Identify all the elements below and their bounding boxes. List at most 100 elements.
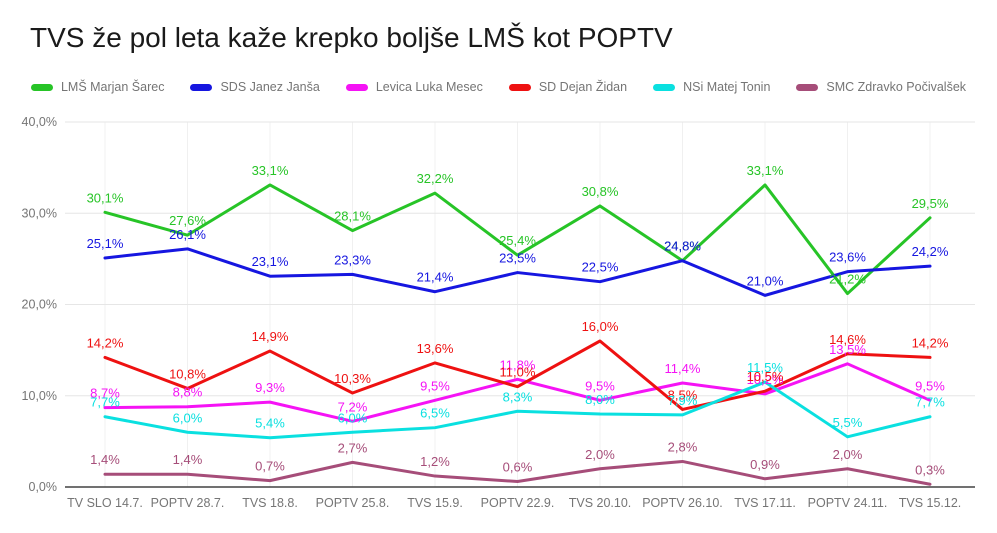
x-axis-tick-label: TVS 20.10. [569,496,632,510]
x-axis-tick-label: TVS 15.9. [407,496,463,510]
y-axis-tick-label: 30,0% [22,206,57,220]
y-axis-tick-label: 20,0% [22,298,57,312]
chart-title: TVS že pol leta kaže krepko boljše LMŠ k… [30,22,673,53]
value-label-sd-dejan-idan: 14,6% [829,332,866,347]
value-label-sds-janez-jan-a: 23,1% [252,254,289,269]
value-label-lm-marjan-arec: 28,1% [334,209,371,224]
legend-label: Levica Luka Mesec [375,80,483,94]
value-label-sds-janez-jan-a: 21,4% [417,270,454,285]
value-label-smc-zdravko-po-ival-ek: 2,0% [585,447,615,462]
value-label-sds-janez-jan-a: 22,5% [582,260,619,275]
value-label-sds-janez-jan-a: 24,2% [912,244,949,259]
x-axis-tick-label: POPTV 24.11. [808,496,888,510]
value-label-nsi-matej-tonin: 5,5% [833,415,863,430]
value-label-lm-marjan-arec: 29,5% [912,196,949,211]
legend-swatch-icon [30,83,53,91]
value-label-smc-zdravko-po-ival-ek: 1,4% [90,452,120,467]
value-label-sd-dejan-idan: 10,3% [334,371,371,386]
value-label-lm-marjan-arec: 33,1% [252,163,289,178]
value-label-nsi-matej-tonin: 5,4% [255,416,285,431]
value-label-sd-dejan-idan: 13,6% [417,341,454,356]
value-label-sd-dejan-idan: 8,5% [668,387,698,402]
value-label-nsi-matej-tonin: 8,0% [585,392,615,407]
value-label-sd-dejan-idan: 14,2% [87,335,124,350]
value-label-sds-janez-jan-a: 24,8% [664,239,701,254]
chart-legend: LMŠ Marjan Šarec SDS Janez Janša Levica Lu… [0,80,997,94]
value-label-nsi-matej-tonin: 7,9% [668,393,698,408]
value-label-lm-marjan-arec: 21,2% [829,272,866,287]
value-label-smc-zdravko-po-ival-ek: 0,6% [503,460,533,475]
legend-swatch-icon [508,83,531,91]
value-label-lm-marjan-arec: 32,2% [417,171,454,186]
legend-item-levica-luka-mesec: Levica Luka Mesec [345,80,483,94]
series-line-nsi-matej-tonin [103,380,932,440]
value-label-nsi-matej-tonin: 7,7% [90,395,120,410]
legend-swatch-icon [345,83,368,91]
value-label-sds-janez-jan-a: 23,5% [499,251,536,266]
series-line-sd-dejan-idan [103,339,932,411]
x-axis-tick-label: TVS 17.11. [734,496,796,510]
y-axis-tick-label: 0,0% [29,480,58,494]
series-line-sds-janez-jan-a [103,247,932,297]
value-label-sd-dejan-idan: 10,5% [747,369,784,384]
y-axis-tick-label: 10,0% [22,389,57,403]
value-label-sds-janez-jan-a: 21,0% [747,273,784,288]
value-label-levica-luka-mesec: 9,5% [915,378,945,393]
x-axis-tick-label: POPTV 26.10. [642,496,723,510]
value-label-levica-luka-mesec: 9,3% [255,380,285,395]
value-label-smc-zdravko-po-ival-ek: 2,0% [833,447,863,462]
legend-item-sds-janez-jan-a: SDS Janez Janša [190,80,320,94]
value-label-levica-luka-mesec: 7,2% [338,399,368,414]
value-label-levica-luka-mesec: 9,5% [585,378,615,393]
legend-swatch-icon [653,83,676,91]
value-label-levica-luka-mesec: 8,8% [173,385,203,400]
legend-item-lm-marjan-arec: LMŠ Marjan Šarec [30,80,165,94]
legend-label: LMŠ Marjan Šarec [60,80,165,94]
value-label-nsi-matej-tonin: 8,3% [503,389,533,404]
value-label-sd-dejan-idan: 11,0% [500,365,536,380]
value-label-lm-marjan-arec: 33,1% [747,163,784,178]
legend-swatch-icon [190,83,213,91]
value-label-sd-dejan-idan: 16,0% [582,319,619,334]
value-label-sds-janez-jan-a: 26,1% [169,227,206,242]
x-axis-tick-label: POPTV 25.8. [316,496,390,510]
value-label-levica-luka-mesec: 9,5% [420,378,450,393]
value-label-smc-zdravko-po-ival-ek: 2,8% [668,439,698,454]
legend-label: SMC Zdravko Počivalšek [826,80,967,94]
value-label-levica-luka-mesec: 10,2% [747,372,784,387]
legend-label: SD Dejan Židan [538,80,628,94]
value-label-sd-dejan-idan: 10,8% [169,366,206,381]
value-label-sd-dejan-idan: 14,9% [252,329,289,344]
x-axis-tick-label: POPTV 28.7. [151,496,225,510]
value-label-lm-marjan-arec: 30,8% [582,184,619,199]
series-line-levica-luka-mesec [103,362,932,423]
value-label-sds-janez-jan-a: 23,3% [334,252,371,267]
value-label-nsi-matej-tonin: 6,0% [173,410,203,425]
value-label-sd-dejan-idan: 14,2% [912,335,949,350]
value-label-nsi-matej-tonin: 7,7% [915,395,945,410]
value-label-smc-zdravko-po-ival-ek: 0,9% [750,457,780,472]
legend-label: NSi Matej Tonin [683,80,771,94]
value-label-lm-marjan-arec: 25,4% [499,233,536,248]
value-label-levica-luka-mesec: 11,4% [665,361,701,376]
legend-swatch-icon [796,83,819,91]
legend-label: SDS Janez Janša [220,80,320,94]
value-label-smc-zdravko-po-ival-ek: 1,2% [420,454,450,469]
value-label-lm-marjan-arec: 24,8% [664,239,701,254]
legend-item-nsi-matej-tonin: NSi Matej Tonin [653,80,770,94]
series-line-smc-zdravko-po-ival-ek [103,459,932,486]
value-label-lm-marjan-arec: 30,1% [87,190,124,205]
legend-item-smc-zdravko-po-ival-ek: SMC Zdravko Počivalšek [796,80,966,94]
value-label-levica-luka-mesec: 13,5% [829,342,866,357]
value-label-sds-janez-jan-a: 23,6% [829,250,866,265]
value-label-smc-zdravko-po-ival-ek: 0,7% [255,459,285,474]
x-axis-tick-label: POPTV 22.9. [481,496,555,510]
x-axis-tick-label: TVS 15.12. [899,496,962,510]
y-axis-tick-label: 40,0% [22,115,57,129]
value-label-smc-zdravko-po-ival-ek: 2,7% [338,440,368,455]
value-label-nsi-matej-tonin: 6,0% [338,410,368,425]
value-label-smc-zdravko-po-ival-ek: 1,4% [173,452,203,467]
legend-item-sd-dejan-idan: SD Dejan Židan [508,80,628,94]
value-label-lm-marjan-arec: 27,6% [169,213,206,228]
